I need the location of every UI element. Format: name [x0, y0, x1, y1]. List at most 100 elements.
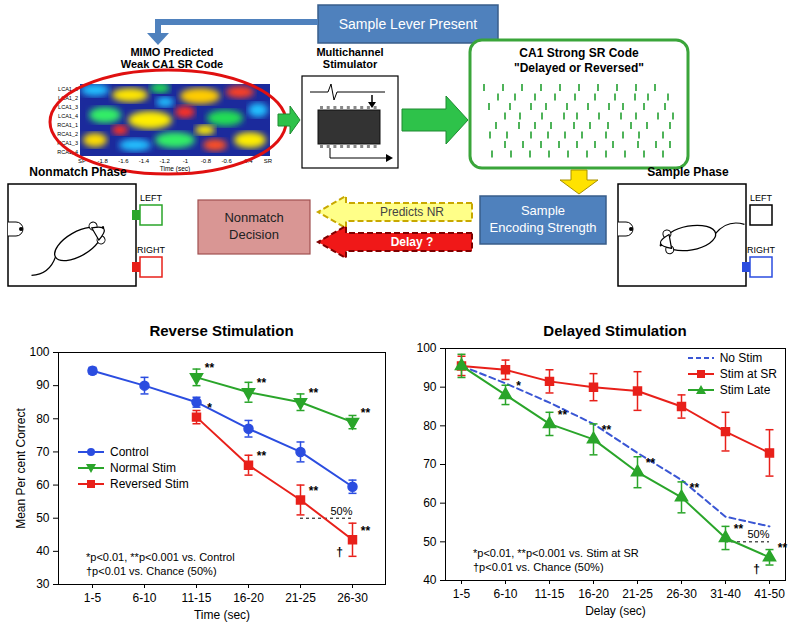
html-text:Reverse Stimulation: Reverse Stimulation — [149, 322, 294, 339]
svg-text:RIGHT: RIGHT — [747, 245, 776, 255]
html-text:Stim Late: Stim Late — [719, 383, 771, 397]
svg-text:90: 90 — [36, 378, 50, 392]
svg-text:-1.2: -1.2 — [159, 158, 170, 164]
svg-text:40: 40 — [423, 573, 437, 587]
svg-text:21-25: 21-25 — [285, 591, 316, 605]
svg-text:**: ** — [309, 386, 319, 400]
svg-text:*: * — [516, 379, 521, 393]
svg-text:*: * — [207, 401, 212, 415]
svg-text:RIGHT: RIGHT — [137, 245, 166, 255]
svg-text:Sample Phase: Sample Phase — [647, 165, 729, 179]
svg-text:Delay (sec): Delay (sec) — [585, 604, 646, 618]
svg-text:80: 80 — [423, 419, 437, 433]
svg-text:-1: -1 — [183, 158, 189, 164]
svg-text:90: 90 — [423, 380, 437, 394]
html-text:*p<0.01, **p<0.001 vs. Stim at: *p<0.01, **p<0.001 vs. Stim at SR — [473, 547, 639, 559]
svg-text:**: ** — [558, 408, 568, 422]
svg-text:Sample Lever Present: Sample Lever Present — [339, 16, 478, 32]
html-text:†p<0.01 vs. Chance (50%): †p<0.01 vs. Chance (50%) — [86, 565, 217, 577]
svg-text:LCA1_1: LCA1_1 — [58, 85, 78, 92]
svg-text:Delay ?: Delay ? — [391, 235, 434, 249]
svg-text:21-25: 21-25 — [622, 587, 653, 601]
svg-text:-0.6: -0.6 — [221, 158, 232, 164]
svg-text:70: 70 — [423, 457, 437, 471]
svg-text:11-15: 11-15 — [182, 591, 212, 605]
svg-text:50: 50 — [423, 535, 437, 549]
svg-text:LEFT: LEFT — [750, 193, 773, 203]
svg-text:-1.8: -1.8 — [97, 158, 108, 164]
svg-text:†: † — [753, 562, 760, 576]
svg-text:**: ** — [361, 406, 371, 420]
svg-text:41-50: 41-50 — [754, 587, 785, 601]
svg-text:60: 60 — [423, 496, 437, 510]
svg-text:MIMO Predicted: MIMO Predicted — [130, 46, 213, 58]
svg-text:LCA1_4: LCA1_4 — [58, 113, 78, 119]
svg-text:11-15: 11-15 — [535, 587, 565, 601]
svg-text:Mean Per cent Correct: Mean Per cent Correct — [14, 407, 28, 528]
svg-text:31-40: 31-40 — [710, 587, 741, 601]
svg-text:60: 60 — [36, 478, 50, 492]
svg-text:6-10: 6-10 — [493, 587, 517, 601]
html-text:Reversed Stim: Reversed Stim — [110, 477, 189, 491]
svg-text:50%: 50% — [330, 505, 352, 517]
html-text:Stim at SR: Stim at SR — [719, 367, 777, 381]
html-text:†p<0.01 vs. Chance (50%): †p<0.01 vs. Chance (50%) — [473, 561, 604, 573]
svg-text:Time (sec): Time (sec) — [194, 608, 250, 622]
svg-text:**: ** — [734, 522, 744, 536]
svg-text:**: ** — [361, 524, 371, 538]
svg-text:26-30: 26-30 — [337, 591, 368, 605]
svg-text:Sample: Sample — [521, 203, 565, 218]
svg-text:"Delayed or Reversed": "Delayed or Reversed" — [514, 61, 644, 75]
svg-text:50: 50 — [36, 511, 50, 525]
svg-text:Multichannel: Multichannel — [316, 46, 383, 58]
svg-text:100: 100 — [416, 341, 436, 355]
html-text:Control: Control — [110, 445, 149, 459]
svg-text:-1.4: -1.4 — [139, 158, 150, 164]
html-text:No Stim: No Stim — [719, 351, 763, 365]
svg-text:SP: SP — [78, 158, 86, 164]
svg-text:RCA1_4: RCA1_4 — [57, 148, 78, 155]
svg-text:**: ** — [257, 449, 267, 463]
svg-text:Nonmatch Phase: Nonmatch Phase — [29, 165, 127, 179]
svg-text:-1.6: -1.6 — [118, 158, 129, 164]
svg-text:LCA1_3: LCA1_3 — [58, 104, 78, 110]
svg-text:CA1 Strong SR Code: CA1 Strong SR Code — [519, 46, 639, 60]
svg-text:**: ** — [309, 484, 319, 498]
svg-text:Encoding Strength: Encoding Strength — [490, 220, 597, 235]
svg-text:SR: SR — [264, 158, 273, 164]
svg-text:LCA1_2: LCA1_2 — [58, 94, 78, 101]
svg-text:6-10: 6-10 — [132, 591, 156, 605]
svg-text:80: 80 — [36, 412, 50, 426]
svg-text:40: 40 — [36, 544, 50, 558]
html-text:Delayed Stimulation: Delayed Stimulation — [543, 322, 687, 339]
svg-text:Decision: Decision — [229, 227, 279, 242]
svg-text:Nonmatch: Nonmatch — [224, 210, 283, 225]
svg-text:50%: 50% — [747, 528, 769, 540]
svg-text:**: ** — [646, 456, 656, 470]
svg-text:**: ** — [602, 423, 612, 437]
svg-text:RCA1_3: RCA1_3 — [57, 139, 78, 146]
svg-text:Weak CA1 SR Code: Weak CA1 SR Code — [121, 58, 224, 70]
svg-text:16-20: 16-20 — [578, 587, 609, 601]
svg-text:Stimulator: Stimulator — [323, 58, 378, 70]
svg-text:-0.8: -0.8 — [201, 158, 212, 164]
svg-text:**: ** — [205, 361, 215, 375]
svg-text:1-5: 1-5 — [453, 587, 471, 601]
svg-text:**: ** — [690, 481, 700, 495]
svg-text:100: 100 — [29, 345, 49, 359]
svg-text:**: ** — [778, 541, 788, 555]
html-text:*p<0.01, **p<0.001 vs. Control: *p<0.01, **p<0.001 vs. Control — [86, 551, 235, 563]
svg-text:30: 30 — [36, 577, 50, 591]
svg-text:**: ** — [257, 376, 267, 390]
html-text:Normal Stim: Normal Stim — [110, 461, 176, 475]
svg-text:Time (sec): Time (sec) — [160, 165, 190, 173]
svg-text:†: † — [336, 545, 343, 559]
svg-text:Predicts NR: Predicts NR — [380, 205, 444, 219]
svg-text:RCA1_1: RCA1_1 — [57, 122, 78, 128]
svg-text:26-30: 26-30 — [666, 587, 697, 601]
svg-text:LEFT: LEFT — [140, 193, 163, 203]
svg-text:16-20: 16-20 — [233, 591, 264, 605]
svg-text:RCA1_2: RCA1_2 — [57, 131, 78, 137]
svg-text:70: 70 — [36, 445, 50, 459]
svg-text:1-5: 1-5 — [84, 591, 102, 605]
